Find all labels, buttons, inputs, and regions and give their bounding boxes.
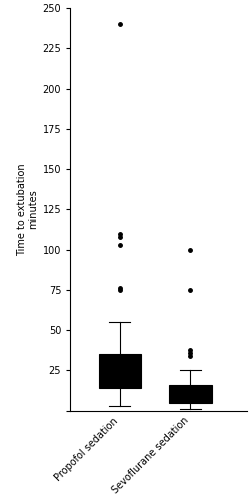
Y-axis label: Time to extubation
minutes: Time to extubation minutes [17,163,38,256]
PathPatch shape [98,354,140,388]
PathPatch shape [168,385,211,402]
